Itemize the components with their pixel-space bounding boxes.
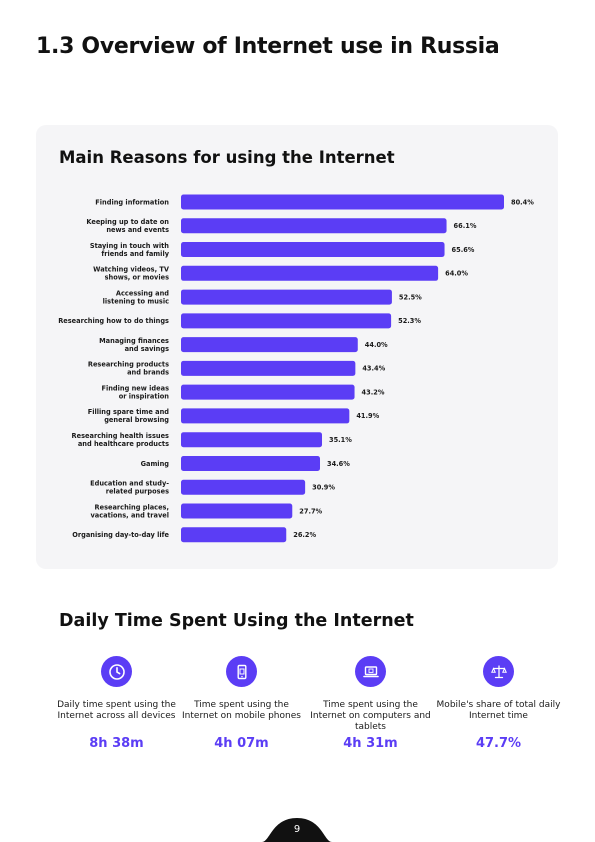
stat-all-devices: Daily time spent using the Internet acro… xyxy=(54,656,179,751)
stat-description: Daily time spent using the Internet acro… xyxy=(57,700,176,721)
bar xyxy=(181,503,293,519)
value-label: 64.0% xyxy=(445,270,468,278)
stat-description: Mobile's share of total daily Internet t… xyxy=(436,700,561,721)
value-label: 27.7% xyxy=(299,507,322,515)
category-label: Filling spare time and general browsing xyxy=(88,408,170,424)
page-number: 9 xyxy=(293,824,301,835)
laptop-icon xyxy=(355,656,386,687)
value-label: 30.9% xyxy=(312,484,335,492)
category-label: Education and study-related purposes xyxy=(90,480,169,496)
value-label: 52.5% xyxy=(399,293,422,301)
section-title-daily-time: Daily Time Spent Using the Internet xyxy=(59,611,414,631)
value-label: 80.4% xyxy=(511,198,534,206)
bar xyxy=(181,337,358,353)
value-label: 52.3% xyxy=(398,317,421,325)
page-title: 1.3 Overview of Internet use in Russia xyxy=(36,34,500,59)
bar xyxy=(181,384,355,400)
value-label: 41.9% xyxy=(356,412,379,420)
bar xyxy=(181,218,447,234)
bar xyxy=(181,194,504,210)
category-label: Watching videos, TV shows, or movies xyxy=(93,266,170,282)
stat-value: 8h 38m xyxy=(89,736,144,751)
value-label: 34.6% xyxy=(327,460,350,468)
stat-value: 47.7% xyxy=(475,736,522,751)
bar xyxy=(181,289,392,305)
category-label: Gaming xyxy=(141,460,170,468)
value-label: 43.4% xyxy=(362,365,385,373)
category-label: Keeping up to date on news and events xyxy=(86,218,169,234)
value-label: 66.1% xyxy=(454,222,477,230)
bar xyxy=(181,408,350,424)
category-label: Researching places, vacations, and travel xyxy=(90,503,169,519)
value-label: 35.1% xyxy=(329,436,352,444)
chart-title: Main Reasons for using the Internet xyxy=(59,148,395,167)
value-label: 43.2% xyxy=(362,388,385,396)
bar xyxy=(181,455,321,471)
scales-icon xyxy=(483,656,514,687)
value-label: 44.0% xyxy=(365,341,388,349)
stat-mobile-share: Mobile's share of total daily Internet t… xyxy=(436,656,561,751)
page-number-tab xyxy=(262,818,332,842)
value-label: 65.6% xyxy=(452,246,475,254)
mobile-phone-icon xyxy=(226,656,257,687)
category-label: Staying in touch with friends and family xyxy=(90,242,170,258)
category-label: Finding information xyxy=(95,198,169,206)
category-label: Researching products and brands xyxy=(88,361,169,377)
category-label: Accessing and listening to music xyxy=(103,289,170,305)
bar xyxy=(181,313,392,329)
bar xyxy=(181,527,287,543)
stat-mobile: Time spent using the Internet on mobile … xyxy=(179,656,304,751)
category-label: Researching how to do things xyxy=(58,317,169,325)
stat-description: Time spent using the Internet on compute… xyxy=(310,700,431,732)
clock-icon xyxy=(101,656,132,687)
bar xyxy=(181,360,356,376)
category-label: Finding new ideas or inspiration xyxy=(101,384,169,400)
category-label: Managing finances and savings xyxy=(99,337,169,353)
value-label: 26.2% xyxy=(293,531,316,539)
bar xyxy=(181,242,445,258)
bar xyxy=(181,265,439,281)
stat-computers: Time spent using the Internet on compute… xyxy=(308,656,433,751)
stat-value: 4h 31m xyxy=(343,736,398,751)
stat-description: Time spent using the Internet on mobile … xyxy=(182,700,301,721)
bar xyxy=(181,432,323,448)
category-label: Organising day-to-day life xyxy=(72,531,169,539)
bar xyxy=(181,479,306,495)
category-label: Researching health issues and healthcare … xyxy=(72,432,170,448)
stat-value: 4h 07m xyxy=(214,736,269,751)
